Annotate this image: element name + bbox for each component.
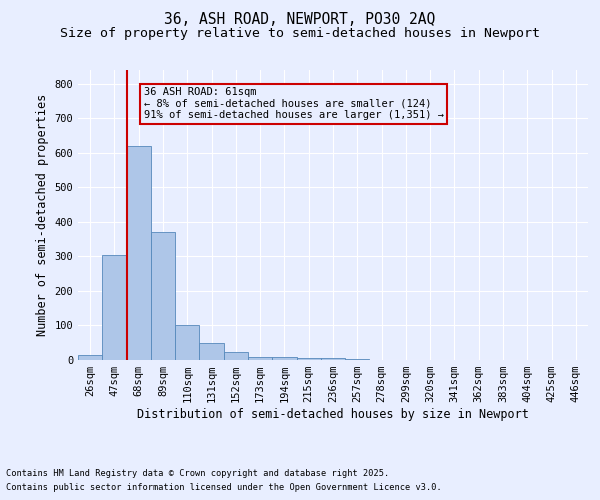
Y-axis label: Number of semi-detached properties: Number of semi-detached properties: [36, 94, 49, 336]
Bar: [175, 326, 199, 360]
Bar: [199, 342, 224, 360]
Text: 36, ASH ROAD, NEWPORT, PO30 2AQ: 36, ASH ROAD, NEWPORT, PO30 2AQ: [164, 12, 436, 28]
Text: Size of property relative to semi-detached houses in Newport: Size of property relative to semi-detach…: [60, 28, 540, 40]
Bar: [224, 352, 248, 360]
Bar: [296, 358, 321, 360]
Text: Contains public sector information licensed under the Open Government Licence v3: Contains public sector information licen…: [6, 483, 442, 492]
Text: 36 ASH ROAD: 61sqm
← 8% of semi-detached houses are smaller (124)
91% of semi-de: 36 ASH ROAD: 61sqm ← 8% of semi-detached…: [143, 88, 443, 120]
Bar: [151, 232, 175, 360]
Bar: [321, 358, 345, 360]
Bar: [272, 357, 296, 360]
Text: Contains HM Land Registry data © Crown copyright and database right 2025.: Contains HM Land Registry data © Crown c…: [6, 469, 389, 478]
Bar: [102, 254, 127, 360]
Bar: [248, 356, 272, 360]
Bar: [78, 355, 102, 360]
Bar: [127, 146, 151, 360]
X-axis label: Distribution of semi-detached houses by size in Newport: Distribution of semi-detached houses by …: [137, 408, 529, 421]
